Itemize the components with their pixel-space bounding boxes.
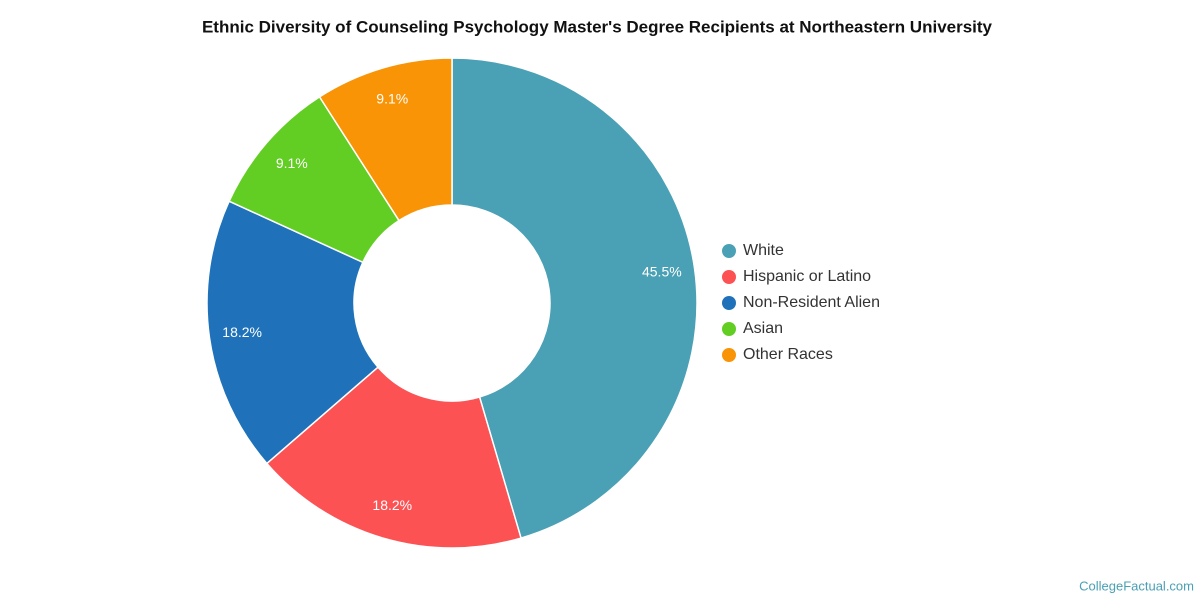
value-label: 9.1% — [376, 90, 408, 106]
legend-label: Asian — [743, 320, 783, 337]
legend-label: Non-Resident Alien — [743, 294, 880, 311]
legend-swatch — [722, 322, 736, 336]
legend-swatch — [722, 244, 736, 258]
legend-swatch — [722, 348, 736, 362]
chart-title: Ethnic Diversity of Counseling Psycholog… — [202, 17, 993, 36]
value-label: 18.2% — [372, 497, 412, 513]
value-label: 18.2% — [222, 324, 262, 340]
legend-label: White — [743, 242, 784, 259]
legend-label: Other Races — [743, 346, 833, 363]
value-label: 9.1% — [276, 155, 308, 171]
slice — [206, 200, 379, 465]
slice — [318, 57, 453, 222]
slice — [451, 57, 698, 540]
legend-label: Hispanic or Latino — [743, 268, 871, 285]
value-label: 45.5% — [642, 264, 682, 280]
legend-swatch — [722, 296, 736, 310]
slice — [265, 366, 522, 549]
watermark: CollegeFactual.com — [1079, 578, 1194, 593]
legend-swatch — [722, 270, 736, 284]
